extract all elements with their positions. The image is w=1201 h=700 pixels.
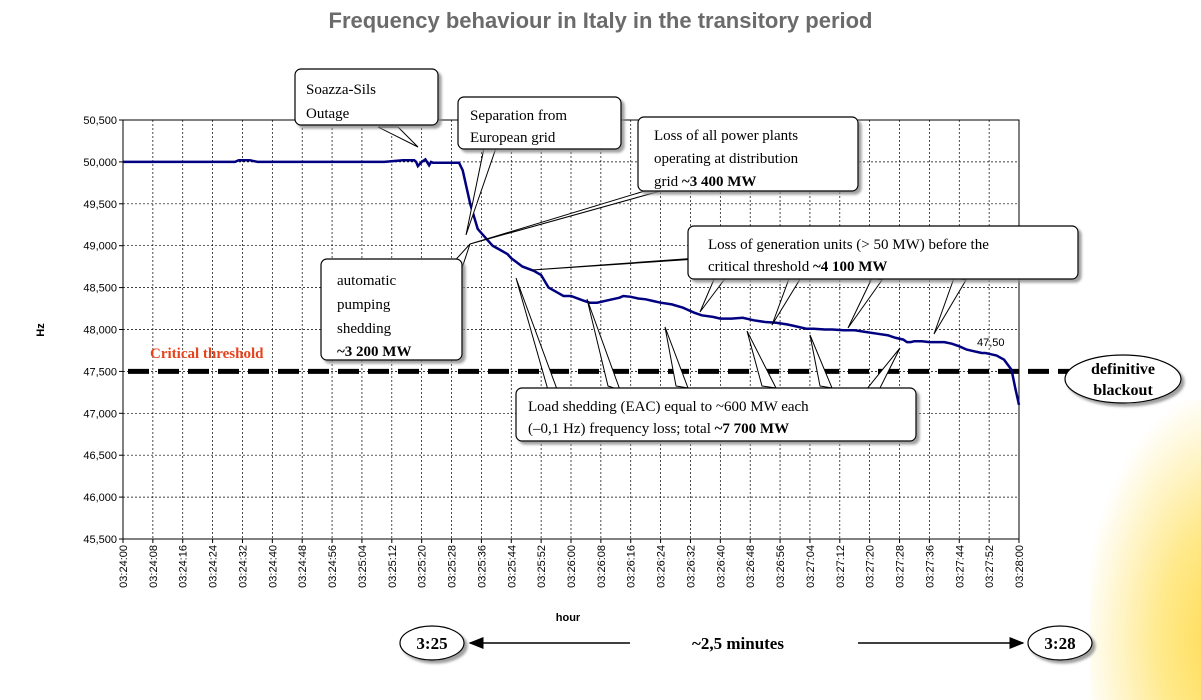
y-tick-label: 49,500 — [83, 199, 117, 211]
x-tick-label: 03:25:04 — [357, 545, 369, 588]
x-tick-label: 03:26:32 — [685, 545, 697, 588]
x-tick-label: 03:25:44 — [506, 545, 518, 588]
x-tick-label: 03:26:24 — [656, 545, 668, 588]
generation-callout: Loss of generation units (> 50 MW) befor… — [687, 225, 1079, 280]
svg-text:operating at distribution: operating at distribution — [654, 151, 799, 167]
svg-text:~3 200 MW: ~3 200 MW — [337, 344, 411, 360]
timeline: 3:25 ~2,5 minutes 3:28 — [399, 625, 1093, 661]
timeline-end: 3:28 — [1044, 634, 1075, 653]
svg-text:Load shedding (EAC) equal to ~: Load shedding (EAC) equal to ~600 MW eac… — [528, 399, 809, 415]
generation-main-pointer — [531, 257, 713, 271]
x-tick-label: 03:24:24 — [208, 545, 220, 588]
x-tick-label: 03:26:00 — [566, 545, 578, 588]
x-tick-label: 03:24:56 — [327, 545, 339, 588]
svg-text:Loss of all power plants: Loss of all power plants — [654, 128, 798, 144]
y-tick-label: 48,000 — [83, 325, 117, 337]
x-tick-label: 03:27:44 — [954, 545, 966, 588]
soazza-pointer — [377, 126, 419, 148]
y-tick-label: 48,500 — [83, 283, 117, 295]
y-tick-label: 47,000 — [83, 408, 117, 420]
blackout-callout: definitive blackout — [1064, 354, 1182, 404]
separation-callout: Separation from European grid — [457, 96, 622, 150]
x-tick-label: 03:27:20 — [865, 545, 877, 588]
x-tick-label: 03:27:28 — [895, 545, 907, 588]
decorative-glow — [1090, 400, 1201, 700]
y-axis-ticks: 45,500 46,000 46,500 47,000 47,500 48,000 48,5… — [83, 115, 123, 546]
x-tick-label: 03:27:36 — [924, 545, 936, 588]
x-tick-label: 03:25:12 — [387, 545, 399, 588]
x-tick-label: 03:25:28 — [447, 545, 459, 588]
final-value-label: 47,50 — [977, 337, 1005, 349]
timeline-duration: ~2,5 minutes — [692, 634, 784, 653]
load-pointers — [515, 277, 559, 393]
y-tick-label: 50,000 — [83, 157, 117, 169]
x-axis-label: hour — [556, 612, 581, 624]
y-tick-label: 45,500 — [83, 534, 117, 546]
x-axis-ticks: 03:24:00 03:24:08 03:24:16 03:24:24 03:24:32… — [118, 539, 1026, 588]
x-tick-label: 03:24:08 — [148, 545, 160, 588]
x-tick-label: 03:25:20 — [417, 545, 429, 588]
x-tick-label: 03:28:00 — [1014, 545, 1026, 588]
x-tick-label: 03:26:48 — [745, 545, 757, 588]
loss-plants-pointer — [469, 189, 665, 245]
svg-text:Separation from: Separation from — [470, 108, 567, 124]
x-tick-label: 03:27:04 — [805, 545, 817, 588]
x-tick-label: 03:27:12 — [835, 545, 847, 588]
svg-text:(–0,1 Hz) frequency loss; tota: (–0,1 Hz) frequency loss; total ~7 700 M… — [528, 421, 789, 437]
svg-text:Outage: Outage — [306, 106, 350, 122]
x-tick-label: 03:25:36 — [476, 545, 488, 588]
x-tick-label: 03:26:56 — [775, 545, 787, 588]
chart-title: Frequency behaviour in Italy in the tran… — [328, 8, 873, 33]
timeline-end-badge — [1027, 625, 1093, 661]
x-tick-label: 03:25:52 — [536, 545, 548, 588]
svg-text:pumping: pumping — [337, 297, 391, 313]
frequency-chart: 45,500 46,000 46,500 47,000 47,500 48,000 48,5… — [35, 68, 1182, 661]
svg-text:European grid: European grid — [470, 130, 556, 146]
x-tick-label: 03:24:16 — [178, 545, 190, 588]
y-tick-label: 46,500 — [83, 450, 117, 462]
loss-plants-callout: Loss of all power plants operating at di… — [637, 116, 859, 192]
svg-text:critical threshold ~4 100 MW: critical threshold ~4 100 MW — [708, 259, 887, 275]
x-tick-label: 03:24:48 — [297, 545, 309, 588]
x-tick-label: 03:26:08 — [596, 545, 608, 588]
pumping-callout: automatic pumping shedding ~3 200 MW — [320, 258, 463, 361]
x-tick-label: 03:24:40 — [267, 545, 279, 588]
svg-text:grid ~3 400 MW: grid ~3 400 MW — [654, 174, 756, 190]
frequency-series-line — [123, 157, 1013, 371]
x-tick-label: 03:24:32 — [237, 545, 249, 588]
x-tick-label: 03:27:52 — [984, 545, 996, 588]
svg-text:shedding: shedding — [337, 321, 392, 337]
timeline-start-badge — [399, 625, 465, 661]
chart-grid — [122, 119, 1020, 540]
x-tick-label: 03:26:16 — [626, 545, 638, 588]
y-tick-label: 46,000 — [83, 492, 117, 504]
x-tick-label: 03:24:00 — [118, 545, 130, 588]
y-tick-label: 47,500 — [83, 366, 117, 378]
y-tick-label: 49,000 — [83, 241, 117, 253]
y-tick-label: 50,500 — [83, 115, 117, 127]
svg-text:Soazza-Sils: Soazza-Sils — [306, 82, 376, 98]
soazza-callout: Soazza-Sils Outage — [294, 68, 439, 126]
x-tick-label: 03:26:40 — [715, 545, 727, 588]
svg-text:definitive: definitive — [1091, 361, 1155, 378]
svg-text:blackout: blackout — [1093, 382, 1153, 399]
timeline-start: 3:25 — [416, 634, 447, 653]
critical-threshold-label: Critical threshold — [150, 346, 264, 362]
svg-text:Loss of generation units (> 50: Loss of generation units (> 50 MW) befor… — [708, 237, 989, 253]
load-shedding-callout: Load shedding (EAC) equal to ~600 MW eac… — [515, 387, 917, 442]
callout-pointers — [377, 126, 967, 393]
y-axis-label: Hz — [35, 323, 47, 337]
separation-pointer — [465, 147, 497, 236]
frequency-series-tail — [1010, 369, 1021, 406]
svg-text:automatic: automatic — [337, 273, 396, 289]
